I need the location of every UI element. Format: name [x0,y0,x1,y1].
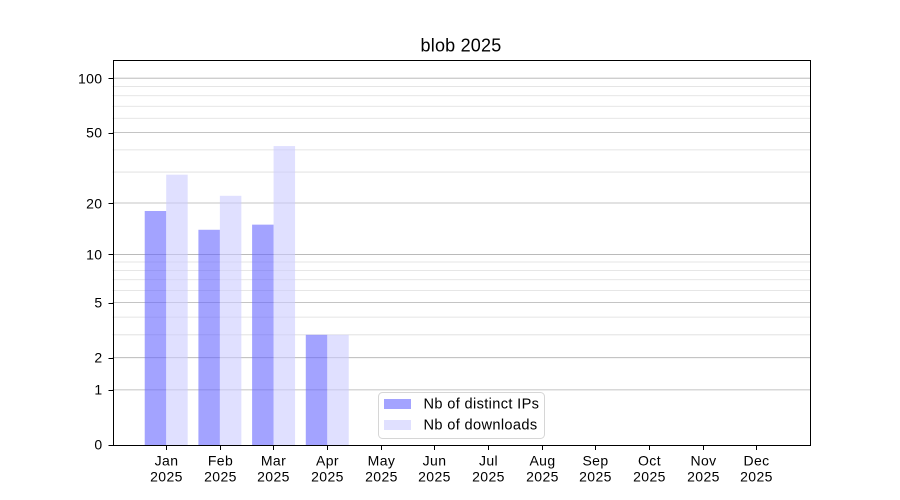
svg-text:1: 1 [94,382,102,398]
svg-text:Nb of distinct IPs: Nb of distinct IPs [424,397,540,413]
svg-text:20: 20 [86,196,102,212]
svg-text:2025: 2025 [418,469,451,485]
svg-text:2025: 2025 [579,469,612,485]
svg-text:50: 50 [86,125,102,141]
svg-text:May: May [368,453,396,469]
svg-text:Jan: Jan [155,453,179,469]
svg-text:10: 10 [86,247,102,263]
svg-text:Nov: Nov [690,453,716,469]
svg-text:Apr: Apr [316,453,339,469]
svg-text:Dec: Dec [743,453,769,469]
svg-text:blob 2025: blob 2025 [421,36,502,56]
svg-text:2: 2 [94,350,102,366]
svg-text:Aug: Aug [529,453,555,469]
svg-text:Jul: Jul [479,453,498,469]
svg-text:0: 0 [94,437,102,453]
svg-text:100: 100 [78,71,103,87]
svg-text:2025: 2025 [633,469,666,485]
svg-text:2025: 2025 [204,469,237,485]
svg-text:2025: 2025 [150,469,183,485]
svg-text:5: 5 [94,295,102,311]
svg-text:2025: 2025 [472,469,505,485]
svg-text:2025: 2025 [365,469,398,485]
svg-text:Mar: Mar [261,453,286,469]
svg-text:2025: 2025 [687,469,720,485]
svg-text:Oct: Oct [638,453,661,469]
svg-text:Nb of downloads: Nb of downloads [424,418,538,434]
svg-text:2025: 2025 [740,469,773,485]
svg-text:2025: 2025 [311,469,344,485]
svg-text:Jun: Jun [423,453,447,469]
svg-text:Sep: Sep [582,453,608,469]
svg-text:2025: 2025 [257,469,290,485]
svg-text:2025: 2025 [526,469,559,485]
svg-text:Feb: Feb [208,453,233,469]
